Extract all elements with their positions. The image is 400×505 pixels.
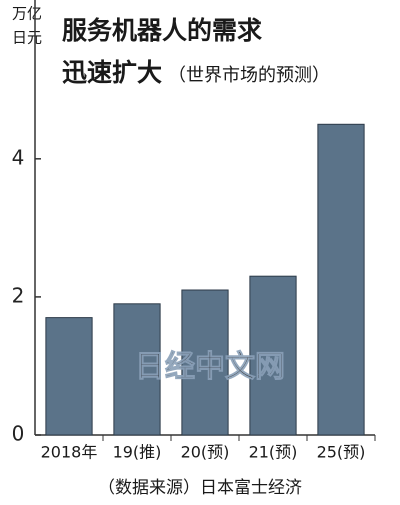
source: （数据来源）日本富士经济	[98, 478, 302, 498]
watermark: 日经中文网	[135, 350, 285, 385]
x-tick-label: 19(推)	[113, 443, 162, 462]
x-tick-label: 25(预)	[317, 443, 366, 462]
chart-subtitle: （世界市场的预测）	[168, 65, 330, 86]
bar	[45, 317, 93, 436]
y-unit: 日元	[12, 29, 42, 47]
chart-title: 迅速扩大	[62, 58, 162, 87]
y-tick-label: 2	[12, 283, 25, 307]
x-tick-label: 21(预)	[249, 443, 298, 462]
y-unit: 万亿	[12, 5, 42, 23]
x-tick-label: 2018年	[41, 443, 98, 462]
y-tick-label: 4	[12, 145, 25, 169]
bar	[113, 303, 161, 436]
bar	[249, 275, 297, 436]
y-tick-label: 0	[12, 422, 25, 446]
chart-title: 服务机器人的需求	[62, 16, 262, 45]
bar	[181, 289, 229, 436]
x-tick-label: 20(预)	[181, 443, 230, 462]
bar	[317, 123, 365, 436]
